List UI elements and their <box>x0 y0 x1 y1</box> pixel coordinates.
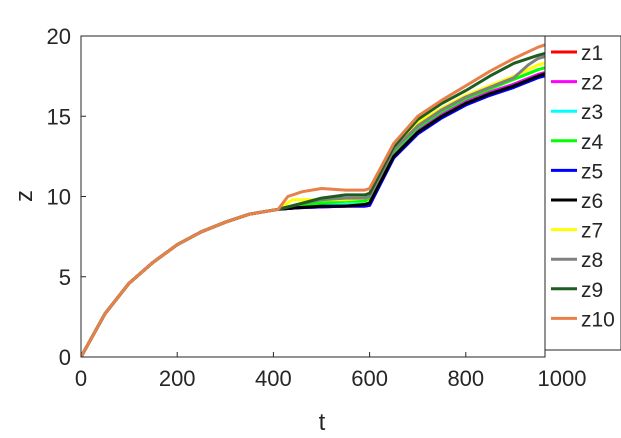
series-layer <box>81 43 545 357</box>
x-axis-label: t <box>319 409 326 436</box>
x-tick-label: 600 <box>351 366 388 391</box>
x-tick-label: 0 <box>75 366 87 391</box>
x-tick-label: 800 <box>447 366 484 391</box>
x-tick-label: 400 <box>255 366 292 391</box>
y-tick-label: 20 <box>47 24 71 49</box>
x-tick-label: 1000 <box>538 366 587 391</box>
legend-label-z5: z5 <box>581 160 603 183</box>
legend-label-z3: z3 <box>581 101 603 124</box>
legend-label-z8: z8 <box>581 249 603 272</box>
y-axis-ticks: 0 5 10 15 20 <box>47 24 86 370</box>
legend-items: z1 z2 z3 z4 z5 z6 z7 z8 z9 z10 <box>551 42 615 331</box>
legend-label-z7: z7 <box>581 220 603 243</box>
legend-label-z6: z6 <box>581 190 603 213</box>
legend-label-z4: z4 <box>581 131 604 154</box>
y-tick-label: 5 <box>59 265 71 290</box>
legend-label-z2: z2 <box>581 72 603 95</box>
legend-label-z10: z10 <box>581 308 615 331</box>
legend-box <box>544 35 621 351</box>
plot-area: 0 200 400 600 800 1000 0 5 10 15 20 <box>47 24 587 391</box>
y-tick-label: 10 <box>47 185 71 210</box>
y-tick-label: 15 <box>47 104 71 129</box>
y-tick-label: 0 <box>59 345 71 370</box>
x-axis-ticks: 0 200 400 600 800 1000 <box>75 352 587 391</box>
series-line-z10 <box>81 43 545 357</box>
legend: z1 z2 z3 z4 z5 z6 z7 z8 z9 z10 <box>544 35 621 351</box>
x-tick-label: 200 <box>159 366 196 391</box>
legend-label-z1: z1 <box>581 42 603 65</box>
y-axis-label: z <box>11 190 38 202</box>
legend-label-z9: z9 <box>581 279 603 302</box>
